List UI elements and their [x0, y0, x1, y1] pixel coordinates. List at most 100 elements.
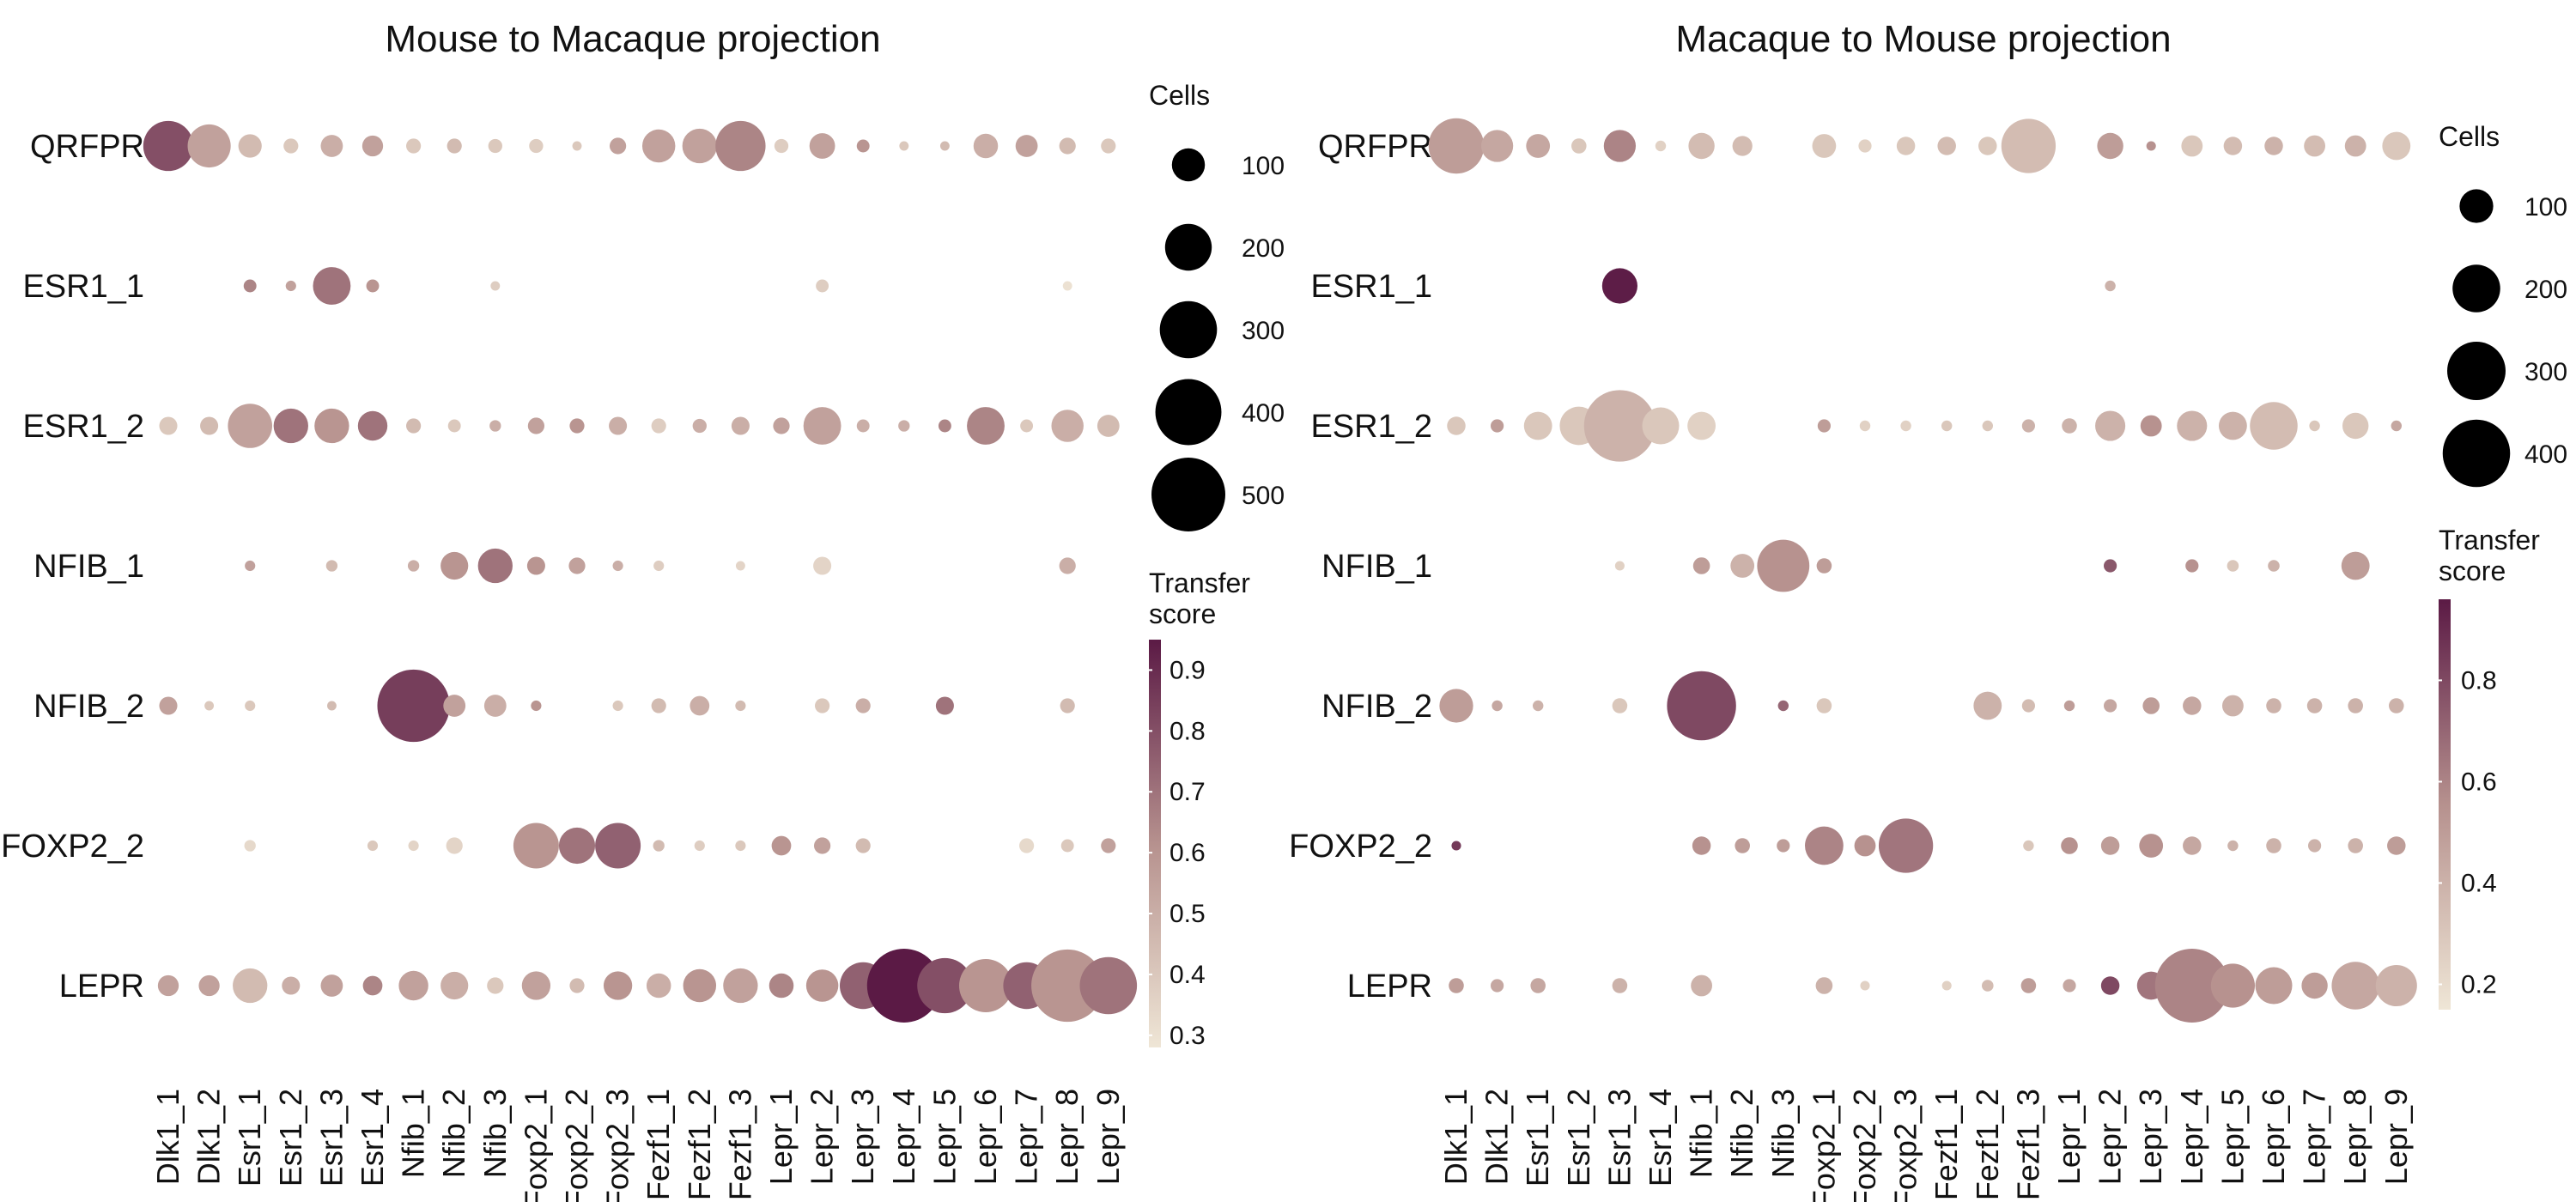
- size-legend-items: 100 200 300 400 500: [1151, 148, 1285, 531]
- dot-lepr-esr1-4: [362, 975, 383, 996]
- dot-qrfpr-lepr-7: [2304, 135, 2326, 157]
- dot-esr1-2-lepr-3: [2140, 415, 2162, 437]
- colorbar-ticks: 0.3 0.4 0.5 0.6 0.7 0.8 0.9: [1149, 656, 1206, 1050]
- dot-lepr-lepr-6: [2255, 967, 2293, 1005]
- size-legend-label-200: 200: [2524, 276, 2567, 304]
- dot-qrfpr-foxp2-3: [1896, 137, 1916, 155]
- dot-esr1-2-lepr-1: [773, 417, 790, 434]
- dot-foxp2-2-foxp2-3: [1878, 818, 1934, 873]
- dot-esr1-2-esr1-1: [228, 404, 273, 448]
- dot-lepr-lepr-4: [866, 949, 941, 1023]
- dot-lepr-fezf1-1: [646, 973, 671, 999]
- dot-foxp2-2-lepr-5: [2227, 840, 2239, 852]
- dot-esr1-2-esr1-3: [314, 408, 349, 444]
- column-label-lepr-2: Lepr_2: [2093, 1089, 2128, 1185]
- dot-lepr-lepr-2: [2100, 976, 2120, 995]
- color-legend-title-line1: Transfer: [1149, 568, 1250, 598]
- size-legend-title: Cells: [2439, 121, 2500, 152]
- colorbar-tick-label: 0.8: [1170, 717, 1206, 745]
- dot-nfib-2-lepr-6: [2266, 698, 2281, 713]
- dot-foxp2-2-lepr-2: [813, 837, 831, 854]
- dot-qrfpr-dlk1-2: [1480, 130, 1514, 162]
- dot-esr1-2-lepr-5: [2218, 411, 2247, 440]
- size-legend-dot-300: [2447, 342, 2506, 400]
- dot-lepr-fezf1-3: [723, 968, 758, 1004]
- dot-qrfpr-lepr-5: [939, 141, 950, 151]
- dot-qrfpr-esr1-4: [1655, 140, 1667, 152]
- dot-lepr-nfib-3: [487, 977, 504, 994]
- dot-esr1-2-esr1-4: [1642, 407, 1680, 445]
- dot-lepr-esr1-1: [233, 968, 268, 1004]
- dot-qrfpr-nfib-1: [406, 138, 422, 154]
- dot-qrfpr-lepr-2: [809, 133, 835, 159]
- size-legend-label-500: 500: [1242, 482, 1285, 510]
- column-label-lepr-5: Lepr_5: [927, 1089, 962, 1185]
- colorbar-tick-label: 0.5: [1170, 900, 1206, 928]
- dot-foxp2-2-nfib-3: [1777, 839, 1790, 853]
- dot-nfib-1-nfib-2: [1730, 554, 1755, 578]
- dot-nfib-1-nfib-2: [440, 551, 469, 580]
- dot-esr1-2-fezf1-3: [731, 416, 750, 435]
- dot-nfib-2-foxp2-1: [1816, 698, 1832, 713]
- column-label-nfib-2: Nfib_2: [1724, 1089, 1759, 1178]
- dot-qrfpr-nfib-2: [1732, 136, 1753, 156]
- dot-esr1-2-foxp2-1: [527, 417, 545, 434]
- dot-esr1-2-fezf1-2: [1982, 420, 1994, 432]
- dot-nfib-2-foxp2-3: [612, 700, 623, 712]
- dot-esr1-2-nfib-1: [1687, 411, 1716, 440]
- dot-foxp2-2-nfib-1: [408, 840, 419, 852]
- column-label-lepr-1: Lepr_1: [763, 1089, 799, 1185]
- dot-qrfpr-lepr-7: [1015, 135, 1038, 157]
- column-label-fezf1-2: Fezf1_2: [1970, 1089, 2005, 1200]
- row-label-foxp2-2: FOXP2_2: [1289, 829, 1432, 865]
- dot-foxp2-2-fezf1-3: [735, 840, 746, 852]
- dot-lepr-esr1-1: [1530, 978, 1546, 993]
- column-label-dlk1-2: Dlk1_2: [191, 1089, 227, 1185]
- dot-nfib-1-fezf1-3: [735, 561, 745, 571]
- column-label-fezf1-3: Fezf1_3: [2010, 1089, 2045, 1200]
- dot-esr1-1-esr1-2: [285, 280, 296, 292]
- size-legend-label-200: 200: [1242, 234, 1285, 263]
- column-label-foxp2-1: Foxp2_1: [1806, 1089, 1841, 1202]
- column-label-lepr-2: Lepr_2: [805, 1089, 840, 1185]
- column-label-foxp2-1: Foxp2_1: [518, 1089, 553, 1202]
- dot-lepr-fezf1-2: [1982, 980, 1994, 992]
- colorbar-tick-label: 0.8: [2461, 666, 2497, 695]
- dot-lepr-nfib-1: [398, 970, 428, 1001]
- dot-nfib-1-lepr-8: [2341, 551, 2370, 580]
- dot-foxp2-2-lepr-4: [2183, 836, 2202, 855]
- column-label-lepr-6: Lepr_6: [2256, 1089, 2291, 1185]
- dot-esr1-2-lepr-6: [967, 407, 1005, 445]
- row-label-esr1-2: ESR1_2: [1310, 409, 1432, 445]
- dot-esr1-2-foxp2-2: [1859, 420, 1871, 432]
- size-legend-dot-200: [1164, 223, 1212, 271]
- dot-nfib-2-fezf1-3: [2021, 699, 2035, 713]
- column-label-esr1-3: Esr1_3: [1601, 1089, 1637, 1187]
- size-legend-label-300: 300: [2524, 358, 2567, 386]
- dot-foxp2-2-lepr-2: [2100, 836, 2120, 855]
- dot-esr1-1-esr1-3: [313, 267, 351, 305]
- dot-nfib-2-fezf1-1: [651, 698, 666, 713]
- size-legend-title: Cells: [1149, 80, 1210, 111]
- dot-nfib-2-foxp2-1: [531, 700, 542, 712]
- dot-qrfpr-esr1-2: [283, 138, 299, 154]
- dot-esr1-2-esr1-3: [1583, 390, 1656, 462]
- dot-lepr-dlk1-1: [1449, 978, 1464, 993]
- column-label-foxp2-2: Foxp2_2: [559, 1089, 594, 1202]
- column-label-lepr-9: Lepr_9: [2379, 1089, 2414, 1185]
- dot-qrfpr-foxp2-2: [1858, 139, 1872, 153]
- dot-nfib-2-esr1-3: [326, 701, 337, 711]
- dot-esr1-2-lepr-7: [1020, 419, 1034, 433]
- dot-esr1-2-fezf1-1: [651, 418, 666, 434]
- dot-qrfpr-dlk1-1: [1428, 118, 1485, 174]
- size-legend-label-100: 100: [2524, 193, 2567, 222]
- dot-lepr-fezf1-2: [683, 968, 717, 1003]
- dot-nfib-1-fezf1-1: [653, 560, 665, 572]
- dot-lepr-lepr-8: [2331, 962, 2379, 1010]
- dot-lepr-esr1-3: [320, 974, 343, 997]
- dot-nfib-2-lepr-2: [815, 698, 830, 713]
- dot-esr1-2-nfib-2: [447, 419, 461, 433]
- dot-foxp2-2-esr1-1: [244, 840, 256, 852]
- dot-nfib-1-lepr-4: [2185, 559, 2199, 573]
- panel-title: Mouse to Macaque projection: [385, 18, 880, 60]
